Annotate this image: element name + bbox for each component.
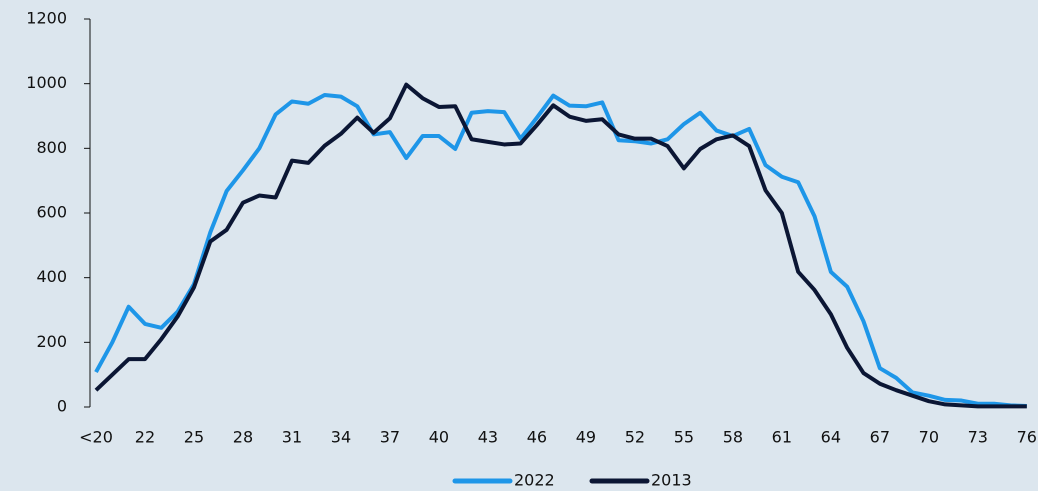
y-tick-label: 600 <box>36 203 67 222</box>
x-tick-label: 37 <box>380 428 400 447</box>
x-tick-label: 40 <box>429 428 449 447</box>
x-tick-label: 55 <box>674 428 694 447</box>
x-tick-label: 58 <box>723 428 743 447</box>
x-tick-label: 67 <box>870 428 890 447</box>
y-tick-label: 200 <box>36 332 67 351</box>
x-tick-label: 25 <box>184 428 204 447</box>
x-tick-label: 34 <box>331 428 351 447</box>
x-tick-label: 64 <box>821 428 841 447</box>
x-tick-label: 46 <box>527 428 547 447</box>
line-series <box>94 92 1027 409</box>
x-tick-label: 76 <box>1017 428 1037 447</box>
x-tick-label: 61 <box>772 428 792 447</box>
y-tick-label: 1000 <box>26 73 67 92</box>
y-tick-label: 800 <box>36 138 67 157</box>
x-tick-label: 28 <box>233 428 253 447</box>
legend-label: 2022 <box>514 471 555 490</box>
x-tick-label: 22 <box>135 428 155 447</box>
x-tick-label: <20 <box>79 428 113 447</box>
y-tick-label: 0 <box>57 397 67 416</box>
x-tick-label: 52 <box>625 428 645 447</box>
legend-label: 2013 <box>651 471 692 490</box>
y-tick-label: 1200 <box>26 9 67 28</box>
x-tick-label: 43 <box>478 428 498 447</box>
x-tick-label: 31 <box>282 428 302 447</box>
x-tick-label: 73 <box>968 428 988 447</box>
y-tick-label: 400 <box>36 267 67 286</box>
line-series <box>94 82 1027 409</box>
x-tick-label: 49 <box>576 428 596 447</box>
x-tick-label: 70 <box>919 428 939 447</box>
